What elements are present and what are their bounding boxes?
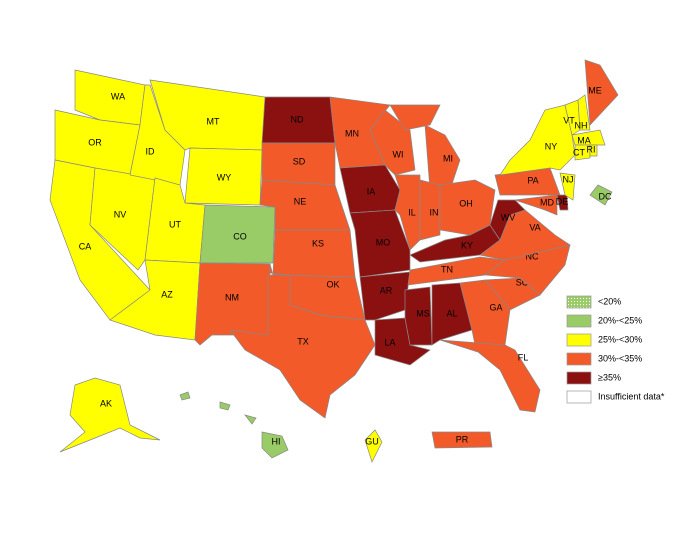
state-shape: [489, 199, 526, 241]
state-label: CO: [233, 231, 247, 241]
state-shape: [179, 391, 191, 401]
legend-swatch: [566, 295, 592, 309]
state-shape: [589, 184, 613, 206]
state-label: MI: [443, 153, 453, 163]
state-shape: [404, 286, 433, 346]
state-shape: [431, 431, 493, 449]
state-shape: [261, 431, 289, 459]
state-label: MN: [345, 128, 359, 138]
legend-swatch: [566, 371, 592, 385]
state-shape: [559, 172, 576, 201]
legend-swatch: [566, 314, 592, 328]
state-shape: [584, 59, 619, 126]
state-label: ND: [291, 114, 304, 124]
state-shape: [577, 94, 591, 131]
legend-label: 25%-<30%: [598, 334, 642, 344]
state-label: MT: [207, 116, 220, 126]
state-shape: [424, 124, 461, 191]
state-shape: [431, 282, 473, 346]
state-label: MA: [577, 135, 591, 145]
legend-label: 20%-<25%: [598, 315, 642, 325]
state-label: FL: [518, 352, 529, 362]
state-label: SD: [293, 156, 306, 166]
state-label: KS: [312, 238, 324, 248]
state-label: IN: [430, 207, 439, 217]
state-label: NY: [545, 141, 558, 151]
state-shape: [419, 179, 441, 241]
state-label: NC: [526, 251, 539, 261]
state-label: WA: [111, 91, 125, 101]
state-label: IA: [367, 186, 376, 196]
state-label: ME: [588, 85, 602, 95]
state-shape: [272, 229, 356, 278]
state-shape: [589, 144, 598, 157]
state-label: KY: [461, 240, 473, 250]
legend-label: Insufficient data*: [598, 391, 665, 401]
state-label: CT: [573, 147, 585, 157]
state-label: PR: [456, 434, 469, 444]
state-shape: [574, 144, 591, 161]
state-shape: [499, 104, 576, 176]
state-label: LA: [384, 337, 395, 347]
state-label: VA: [529, 222, 540, 232]
legend-swatch: [566, 352, 592, 366]
state-label: NE: [294, 196, 307, 206]
state-label: PA: [527, 175, 538, 185]
state-label: TN: [441, 264, 453, 274]
legend-label: <20%: [598, 296, 621, 306]
state-shape: [359, 271, 411, 321]
state-label: GA: [489, 302, 502, 312]
state-label: WY: [217, 172, 232, 182]
state-label: AK: [100, 398, 112, 408]
state-label: NH: [575, 120, 588, 130]
state-shape: [244, 414, 257, 425]
state-shape: [571, 129, 606, 146]
state-label: TX: [297, 336, 309, 346]
state-label: SC: [516, 277, 529, 287]
state-label: OR: [88, 137, 102, 147]
state-label: OK: [326, 279, 339, 289]
state-label: MD: [540, 197, 554, 207]
state-label: UT: [169, 219, 181, 229]
legend-label: ≥35%: [598, 372, 621, 382]
legend-label: 30%-<35%: [598, 353, 642, 363]
state-label: WV: [501, 212, 516, 222]
state-label: NM: [225, 292, 239, 302]
state-label: OH: [459, 198, 473, 208]
state-shape: [59, 377, 161, 453]
state-shape: [556, 194, 569, 211]
state-label: ID: [146, 146, 156, 156]
legend-swatch: [566, 390, 592, 404]
state-label: NV: [114, 209, 127, 219]
state-label: CA: [79, 241, 92, 251]
state-label: GU: [365, 436, 379, 446]
state-shape: [219, 401, 231, 411]
state-label: RI: [587, 144, 596, 154]
state-label: WI: [393, 149, 404, 159]
state-shape: [364, 429, 383, 463]
state-label: HI: [272, 436, 281, 446]
state-label: MO: [376, 237, 391, 247]
state-label: MS: [416, 308, 430, 318]
state-label: NJ: [563, 174, 574, 184]
legend-swatch: [566, 333, 592, 347]
state-shape: [199, 204, 276, 264]
state-shape: [514, 194, 558, 216]
state-label: AR: [380, 285, 393, 295]
state-shape: [389, 104, 441, 131]
state-shape: [439, 339, 541, 413]
state-shape: [129, 84, 186, 186]
state-shape: [229, 274, 376, 419]
state-label: DC: [599, 191, 612, 201]
state-label: DE: [556, 196, 569, 206]
state-label: AZ: [161, 289, 173, 299]
state-label: VT: [563, 115, 575, 125]
state-label: IL: [408, 207, 416, 217]
state-label: AL: [446, 308, 457, 318]
